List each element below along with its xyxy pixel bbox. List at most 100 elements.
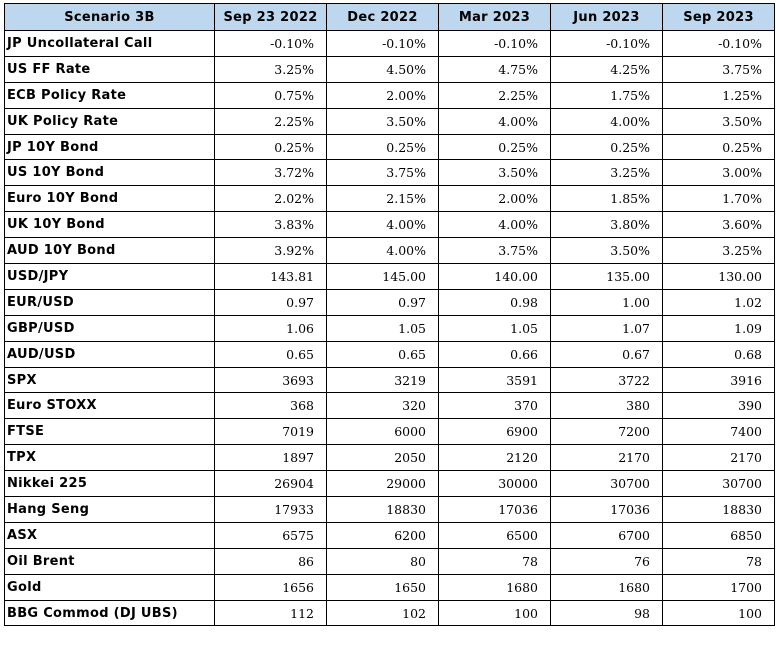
table-cell: 76	[550, 547, 663, 575]
row-label: AUD 10Y Bond	[4, 237, 215, 265]
table-cell: 6900	[438, 418, 551, 446]
table-cell: 0.25%	[550, 133, 663, 161]
table-cell: 1650	[326, 573, 439, 601]
table-cell: 0.98	[438, 288, 551, 316]
table-row: GBP/USD 1.06 1.05 1.05 1.07 1.09	[4, 314, 775, 342]
table-cell: 140.00	[438, 263, 551, 290]
table-cell: 2120	[438, 444, 551, 472]
table-cell: 4.00%	[326, 211, 439, 239]
table-cell: 1.05	[438, 314, 551, 342]
table-cell: 1656	[214, 573, 327, 601]
table-cell: 3.83%	[214, 211, 327, 239]
table-cell: 1897	[214, 444, 327, 472]
table-row: UK 10Y Bond 3.83% 4.00% 4.00% 3.80% 3.60%	[4, 211, 775, 239]
row-label: EUR/USD	[4, 288, 215, 316]
row-label: Oil Brent	[4, 547, 215, 575]
table-cell: 3.72%	[214, 159, 327, 187]
table-row: EUR/USD 0.97 0.97 0.98 1.00 1.02	[4, 288, 775, 316]
table-cell: 78	[662, 547, 775, 575]
table-cell: -0.10%	[214, 30, 327, 57]
table-cell: 3.80%	[550, 211, 663, 239]
row-label: GBP/USD	[4, 314, 215, 342]
row-label: US FF Rate	[4, 55, 215, 83]
table-cell: 6000	[326, 418, 439, 446]
header-date: Mar 2023	[438, 3, 551, 31]
table-cell: 100	[438, 599, 551, 627]
table-row: JP Uncollateral Call -0.10% -0.10% -0.10% -0…	[4, 30, 775, 57]
table-cell: 100	[662, 599, 775, 627]
table-cell: 1.05	[326, 314, 439, 342]
table-row: AUD 10Y Bond 3.92% 4.00% 3.75% 3.50% 3.25%	[4, 237, 775, 265]
table-cell: 0.25%	[326, 133, 439, 161]
table-cell: 98	[550, 599, 663, 627]
row-label: Nikkei 225	[4, 470, 215, 498]
table-cell: 3.25%	[662, 237, 775, 265]
table-cell: 4.00%	[550, 107, 663, 135]
table-cell: 2.25%	[214, 107, 327, 135]
header-scenario: Scenario 3B	[4, 3, 215, 31]
table-cell: 6500	[438, 521, 551, 549]
table-row: Hang Seng 17933 18830 17036 17036 18830	[4, 496, 775, 523]
table-cell: 0.25%	[438, 133, 551, 161]
table-cell: 0.97	[214, 288, 327, 316]
table-cell: 3.75%	[438, 237, 551, 265]
table-cell: 1.25%	[662, 81, 775, 109]
table-cell: 1.85%	[550, 185, 663, 213]
table-cell: 17933	[214, 496, 327, 523]
table-cell: 3.50%	[438, 159, 551, 187]
row-label: SPX	[4, 366, 215, 394]
row-label: ASX	[4, 521, 215, 549]
table-cell: 4.75%	[438, 55, 551, 83]
table-body: JP Uncollateral Call -0.10% -0.10% -0.10% -0…	[4, 30, 775, 627]
table-cell: 6200	[326, 521, 439, 549]
table-cell: 320	[326, 392, 439, 420]
table-cell: 1.02	[662, 288, 775, 316]
table-cell: 1.06	[214, 314, 327, 342]
table-row: Gold 1656 1650 1680 1680 1700	[4, 573, 775, 601]
table-cell: 370	[438, 392, 551, 420]
table-row: ASX 6575 6200 6500 6700 6850	[4, 521, 775, 549]
table-cell: 0.68	[662, 340, 775, 368]
row-label: USD/JPY	[4, 263, 215, 290]
table-cell: 7019	[214, 418, 327, 446]
header-date: Jun 2023	[550, 3, 663, 31]
row-label: Euro 10Y Bond	[4, 185, 215, 213]
header-date: Sep 2023	[662, 3, 775, 31]
table-cell: 30000	[438, 470, 551, 498]
table-cell: -0.10%	[550, 30, 663, 57]
table-cell: 1.00	[550, 288, 663, 316]
table-row: ECB Policy Rate 0.75% 2.00% 2.25% 1.75% 1.25%	[4, 81, 775, 109]
table-row: BBG Commod (DJ UBS) 112 102 100 98 100	[4, 599, 775, 627]
row-label: US 10Y Bond	[4, 159, 215, 187]
table-cell: 29000	[326, 470, 439, 498]
table-cell: 0.25%	[214, 133, 327, 161]
table-cell: 1.07	[550, 314, 663, 342]
table-cell: 135.00	[550, 263, 663, 290]
table-cell: 3.50%	[662, 107, 775, 135]
table-row: Euro 10Y Bond 2.02% 2.15% 2.00% 1.85% 1.70%	[4, 185, 775, 213]
table-row: SPX 3693 3219 3591 3722 3916	[4, 366, 775, 394]
row-label: JP Uncollateral Call	[4, 30, 215, 57]
table-cell: 2.00%	[438, 185, 551, 213]
row-label: JP 10Y Bond	[4, 133, 215, 161]
table-cell: 1680	[550, 573, 663, 601]
table-row: Nikkei 225 26904 29000 30000 30700 30700	[4, 470, 775, 498]
table-cell: 1.75%	[550, 81, 663, 109]
table-cell: 3.00%	[662, 159, 775, 187]
table-cell: 6850	[662, 521, 775, 549]
row-label: AUD/USD	[4, 340, 215, 368]
table-cell: 86	[214, 547, 327, 575]
table-cell: 0.75%	[214, 81, 327, 109]
table-row: UK Policy Rate 2.25% 3.50% 4.00% 4.00% 3.50%	[4, 107, 775, 135]
table-cell: 3.60%	[662, 211, 775, 239]
table-cell: 3.25%	[550, 159, 663, 187]
table-row: Oil Brent 86 80 78 76 78	[4, 547, 775, 575]
table-cell: 1.09	[662, 314, 775, 342]
table-row: FTSE 7019 6000 6900 7200 7400	[4, 418, 775, 446]
table-cell: 4.25%	[550, 55, 663, 83]
table-cell: 30700	[662, 470, 775, 498]
table-cell: 7200	[550, 418, 663, 446]
table-cell: 0.65	[214, 340, 327, 368]
table-cell: 2.15%	[326, 185, 439, 213]
table-cell: 3.50%	[550, 237, 663, 265]
